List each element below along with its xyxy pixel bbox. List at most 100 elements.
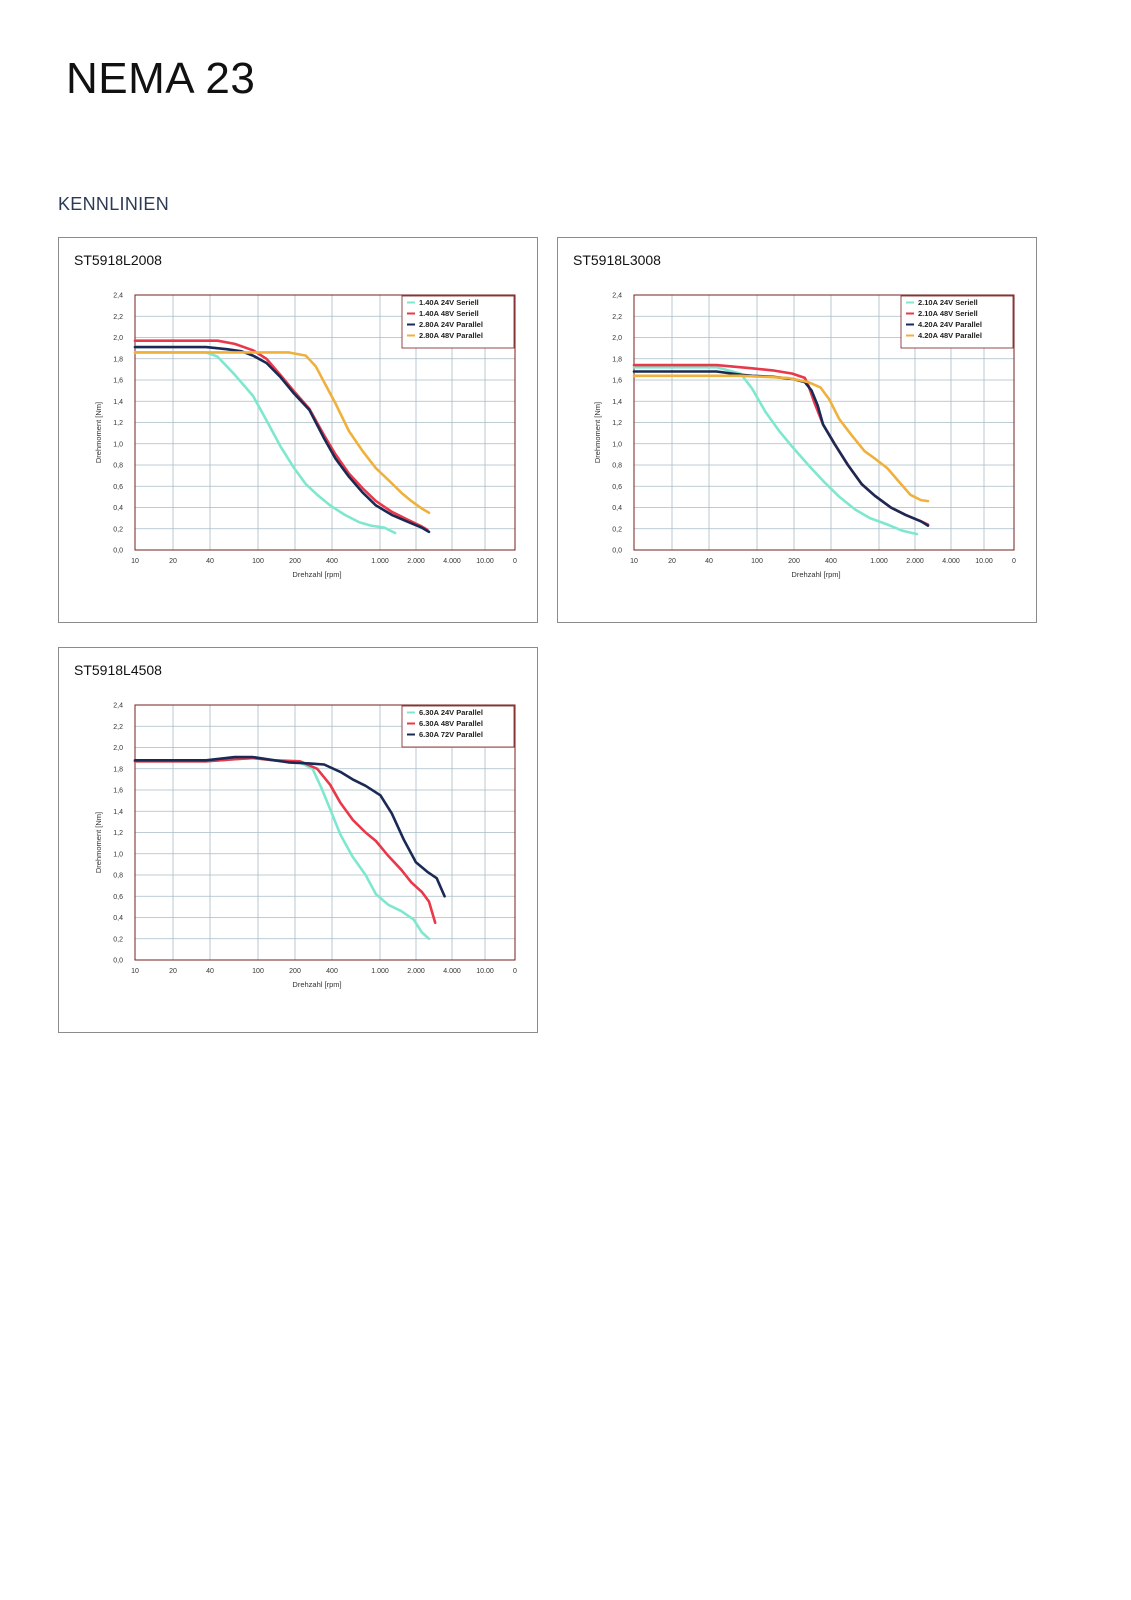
y-tick-label: 1,6 [113, 378, 123, 385]
legend-entry: 4.20A 48V Parallel [918, 331, 982, 340]
y-tick-label: 0,4 [113, 915, 123, 922]
x-tick-label: 10.00 [975, 558, 993, 565]
y-tick-label: 0,8 [612, 463, 622, 470]
y-tick-label: 1,6 [612, 378, 622, 385]
y-tick-label: 0,2 [113, 526, 123, 533]
y-tick-label: 1,0 [113, 441, 123, 448]
section-title: KENNLINIEN [58, 194, 170, 214]
series-line-3 [133, 345, 431, 534]
legend-entry: 6.30A 48V Parallel [419, 719, 483, 728]
plot-frame [134, 704, 516, 961]
y-tick-label: 1,8 [113, 766, 123, 773]
chart-svg: 0,0 0,2 0,4 0,6 0,8 1,0 1,2 1,4 1,6 1,8 2,0 2,2 2,4 1… [94, 293, 517, 580]
y-tick-label: 1,2 [113, 830, 123, 837]
y-tick-label: 0,2 [113, 936, 123, 943]
y-tick-label: 1,2 [612, 420, 622, 427]
x-tick-label: 1.000 [371, 558, 389, 565]
legend-box [900, 295, 1014, 349]
x-tick-label: 400 [825, 558, 837, 565]
y-tick-label: 0,0 [113, 958, 123, 965]
x-tick-label: 200 [788, 558, 800, 565]
legend-entry: 6.30A 24V Parallel [419, 708, 483, 717]
y-tick-label: 2,4 [113, 703, 123, 710]
series-line-1 [133, 351, 397, 535]
y-axis-label: Drehmoment [Nm] [94, 812, 103, 873]
x-tick-label: 4.000 [443, 558, 461, 565]
legend-entry: 2.10A 48V Seriell [918, 309, 978, 318]
series-line-4 [632, 374, 930, 503]
chart-title: ST5918L4508 [74, 662, 162, 678]
series-line-2 [133, 339, 429, 532]
y-axis-label: Drehmoment [Nm] [593, 402, 602, 463]
y-tick-label: 0,0 [113, 548, 123, 555]
x-axis-label: Drehzahl [rpm] [292, 570, 341, 579]
chart-svg: 0,0 0,2 0,4 0,6 0,8 1,0 1,2 1,4 1,6 1,8 2,0 2,2 2,4 1… [94, 703, 517, 990]
x-tick-label: 100 [252, 558, 264, 565]
x-tick-label: 400 [326, 968, 338, 975]
chart-svg: 0,0 0,2 0,4 0,6 0,8 1,0 1,2 1,4 1,6 1,8 2,0 2,2 2,4 1… [593, 293, 1016, 580]
y-tick-label: 0,2 [612, 526, 622, 533]
series-line-1 [632, 366, 919, 536]
x-tick-label: 400 [326, 558, 338, 565]
y-tick-label: 1,4 [113, 809, 123, 816]
y-tick-label: 0,0 [612, 548, 622, 555]
x-tick-label: 10 [630, 558, 638, 565]
x-tick-label: 2.000 [906, 558, 924, 565]
y-tick-label: 0,8 [113, 873, 123, 880]
x-tick-label: 10.00 [476, 558, 494, 565]
y-tick-label: 1,8 [113, 356, 123, 363]
x-tick-label: 2.000 [407, 968, 425, 975]
x-axis-label: Drehzahl [rpm] [791, 570, 840, 579]
legend-entry: 1.40A 48V Seriell [419, 309, 479, 318]
y-tick-label: 2,2 [113, 314, 123, 321]
x-tick-label: 10 [131, 558, 139, 565]
x-tick-label: 20 [668, 558, 676, 565]
x-axis-label: Drehzahl [rpm] [292, 980, 341, 989]
x-tick-label: 4.000 [942, 558, 960, 565]
legend-entry: 4.20A 24V Parallel [918, 320, 982, 329]
y-tick-label: 2,0 [113, 745, 123, 752]
x-tick-label: 0 [1012, 558, 1016, 565]
x-tick-label: 100 [252, 968, 264, 975]
y-tick-label: 1,8 [612, 356, 622, 363]
y-tick-label: 1,2 [113, 420, 123, 427]
x-tick-label: 20 [169, 558, 177, 565]
plot-frame [633, 294, 1015, 551]
y-tick-label: 1,0 [612, 441, 622, 448]
x-tick-label: 1.000 [371, 968, 389, 975]
y-tick-label: 0,6 [113, 894, 123, 901]
x-tick-label: 2.000 [407, 558, 425, 565]
legend-entry: 2.10A 24V Seriell [918, 298, 978, 307]
chart-panel-st5918l2008: ST5918L2008 0,0 0,2 0,4 0,6 0,8 1,0 1,2 1,4 1,6 1… [58, 237, 538, 623]
legend-box [401, 295, 515, 349]
chart-panel-st5918l3008: ST5918L3008 0,0 0,2 0,4 0,6 0,8 1,0 1,2 1,4 1,6 1… [557, 237, 1037, 623]
x-tick-label: 1.000 [870, 558, 888, 565]
series-line-3 [133, 755, 446, 898]
y-tick-label: 0,6 [113, 484, 123, 491]
y-tick-label: 0,4 [612, 505, 622, 512]
plot-frame [134, 294, 516, 551]
chart-title: ST5918L3008 [573, 252, 661, 268]
y-axis-label: Drehmoment [Nm] [94, 402, 103, 463]
x-tick-label: 0 [513, 968, 517, 975]
y-tick-label: 2,2 [113, 724, 123, 731]
y-tick-label: 1,0 [113, 851, 123, 858]
legend-entry: 2.80A 24V Parallel [419, 320, 483, 329]
legend-box [401, 705, 515, 748]
y-tick-label: 2,4 [612, 293, 622, 300]
y-tick-label: 1,4 [612, 399, 622, 406]
chart-panel-st5918l4508: ST5918L4508 0,0 0,2 0,4 0,6 0,8 1,0 1,2 1,4 1,6 1… [58, 647, 538, 1033]
y-tick-label: 2,0 [612, 335, 622, 342]
x-tick-label: 40 [206, 968, 214, 975]
y-tick-label: 1,4 [113, 399, 123, 406]
y-tick-label: 2,4 [113, 293, 123, 300]
x-tick-label: 40 [705, 558, 713, 565]
legend-entry: 6.30A 72V Parallel [419, 730, 483, 739]
x-tick-label: 10 [131, 968, 139, 975]
x-tick-label: 4.000 [443, 968, 461, 975]
x-tick-label: 10.00 [476, 968, 494, 975]
page-title: NEMA 23 [66, 54, 256, 103]
x-tick-label: 40 [206, 558, 214, 565]
x-tick-label: 100 [751, 558, 763, 565]
y-tick-label: 0,6 [612, 484, 622, 491]
